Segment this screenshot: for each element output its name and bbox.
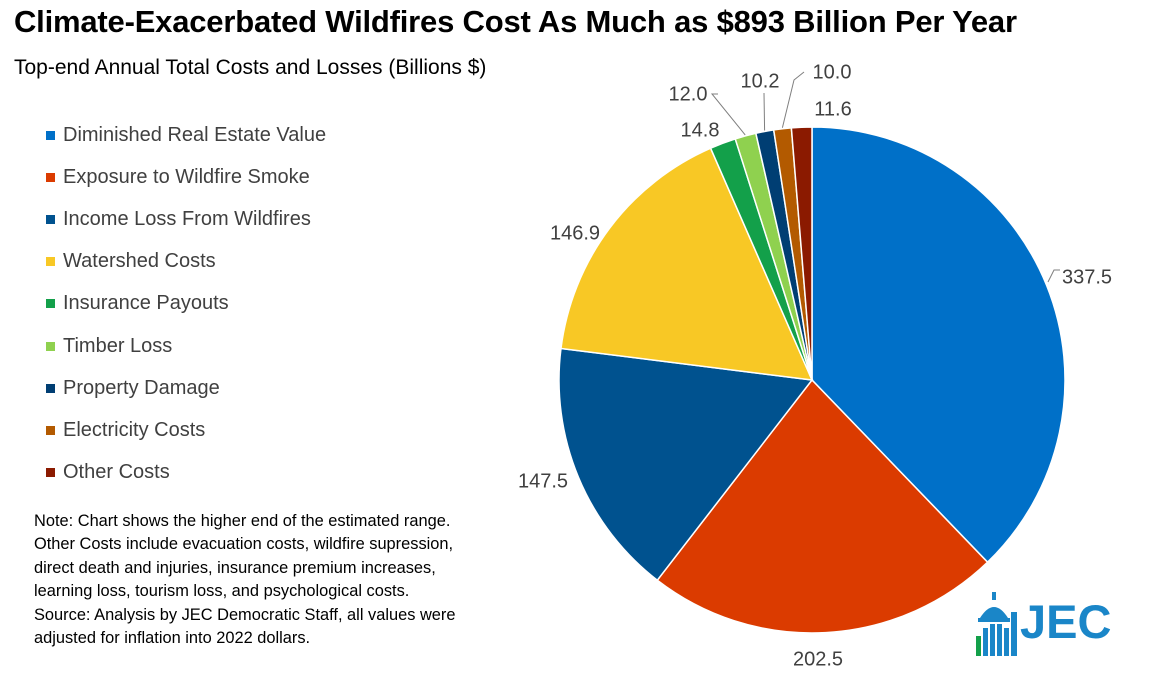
legend-item: Other Costs: [46, 452, 326, 494]
legend-label: Watershed Costs: [63, 250, 216, 273]
note-line: Source: Analysis by JEC Democratic Staff…: [34, 605, 456, 624]
pie-slice: [656, 378, 989, 634]
chart-legend: Diminished Real Estate Value Exposure to…: [46, 114, 326, 494]
jec-logo: JEC: [972, 588, 1132, 660]
capitol-dome-icon: [976, 592, 1017, 656]
legend-swatch: [46, 257, 55, 267]
legend-item: Income Loss From Wildfires: [46, 198, 326, 240]
legend-swatch: [46, 214, 55, 224]
legend-swatch: [46, 425, 55, 435]
leader-line: [1047, 269, 1060, 283]
leader-line: [710, 93, 746, 136]
logo-text: JEC: [1020, 595, 1112, 648]
legend-label: Insurance Payouts: [63, 292, 229, 315]
data-label: 11.6: [814, 98, 851, 120]
note-line: learning loss, tourism loss, and psychol…: [34, 582, 410, 601]
leader-line: [763, 92, 766, 131]
data-label: 146.9: [550, 222, 600, 244]
data-label: 337.5: [1062, 266, 1112, 288]
legend-item: Property Damage: [46, 367, 326, 409]
legend-item: Watershed Costs: [46, 241, 326, 283]
chart-subtitle: Top-end Annual Total Costs and Losses (B…: [14, 56, 487, 79]
legend-item: Insurance Payouts: [46, 283, 326, 325]
legend-swatch: [46, 383, 55, 393]
legend-label: Income Loss From Wildfires: [63, 207, 311, 230]
leader-line: [781, 71, 805, 128]
note-line: Other Costs include evacuation costs, wi…: [34, 535, 454, 554]
data-label: 14.8: [681, 119, 720, 141]
legend-label: Exposure to Wildfire Smoke: [63, 165, 310, 188]
legend-item: Exposure to Wildfire Smoke: [46, 156, 326, 198]
data-label: 202.5: [793, 648, 843, 670]
data-label: 12.0: [669, 83, 708, 105]
data-label: 10.0: [813, 61, 852, 83]
legend-label: Property Damage: [63, 376, 220, 399]
legend-swatch: [46, 130, 55, 140]
legend-swatch: [46, 468, 55, 478]
chart-title: Climate-Exacerbated Wildfires Cost As Mu…: [14, 4, 1017, 39]
legend-label: Electricity Costs: [63, 418, 206, 441]
legend-label: Other Costs: [63, 461, 170, 484]
legend-item: Diminished Real Estate Value: [46, 114, 326, 156]
chart-note: Note: Chart shows the higher end of the …: [34, 510, 554, 650]
legend-swatch: [46, 172, 55, 182]
legend-swatch: [46, 341, 55, 351]
pie-slice: [560, 147, 814, 381]
legend-swatch: [46, 299, 55, 309]
legend-item: Timber Loss: [46, 325, 326, 367]
legend-label: Diminished Real Estate Value: [63, 123, 327, 146]
data-label: 10.2: [741, 70, 780, 92]
note-line: adjusted for inflation into 2022 dollars…: [34, 629, 311, 648]
legend-item: Electricity Costs: [46, 409, 326, 451]
pie-slice: [790, 126, 813, 381]
note-line: Note: Chart shows the higher end of the …: [34, 512, 451, 530]
note-line: direct death and injuries, insurance pre…: [34, 558, 436, 577]
pie-slice: [558, 347, 814, 582]
data-label: 147.5: [518, 470, 568, 492]
legend-label: Timber Loss: [63, 334, 173, 357]
pie-slice: [811, 126, 1066, 564]
